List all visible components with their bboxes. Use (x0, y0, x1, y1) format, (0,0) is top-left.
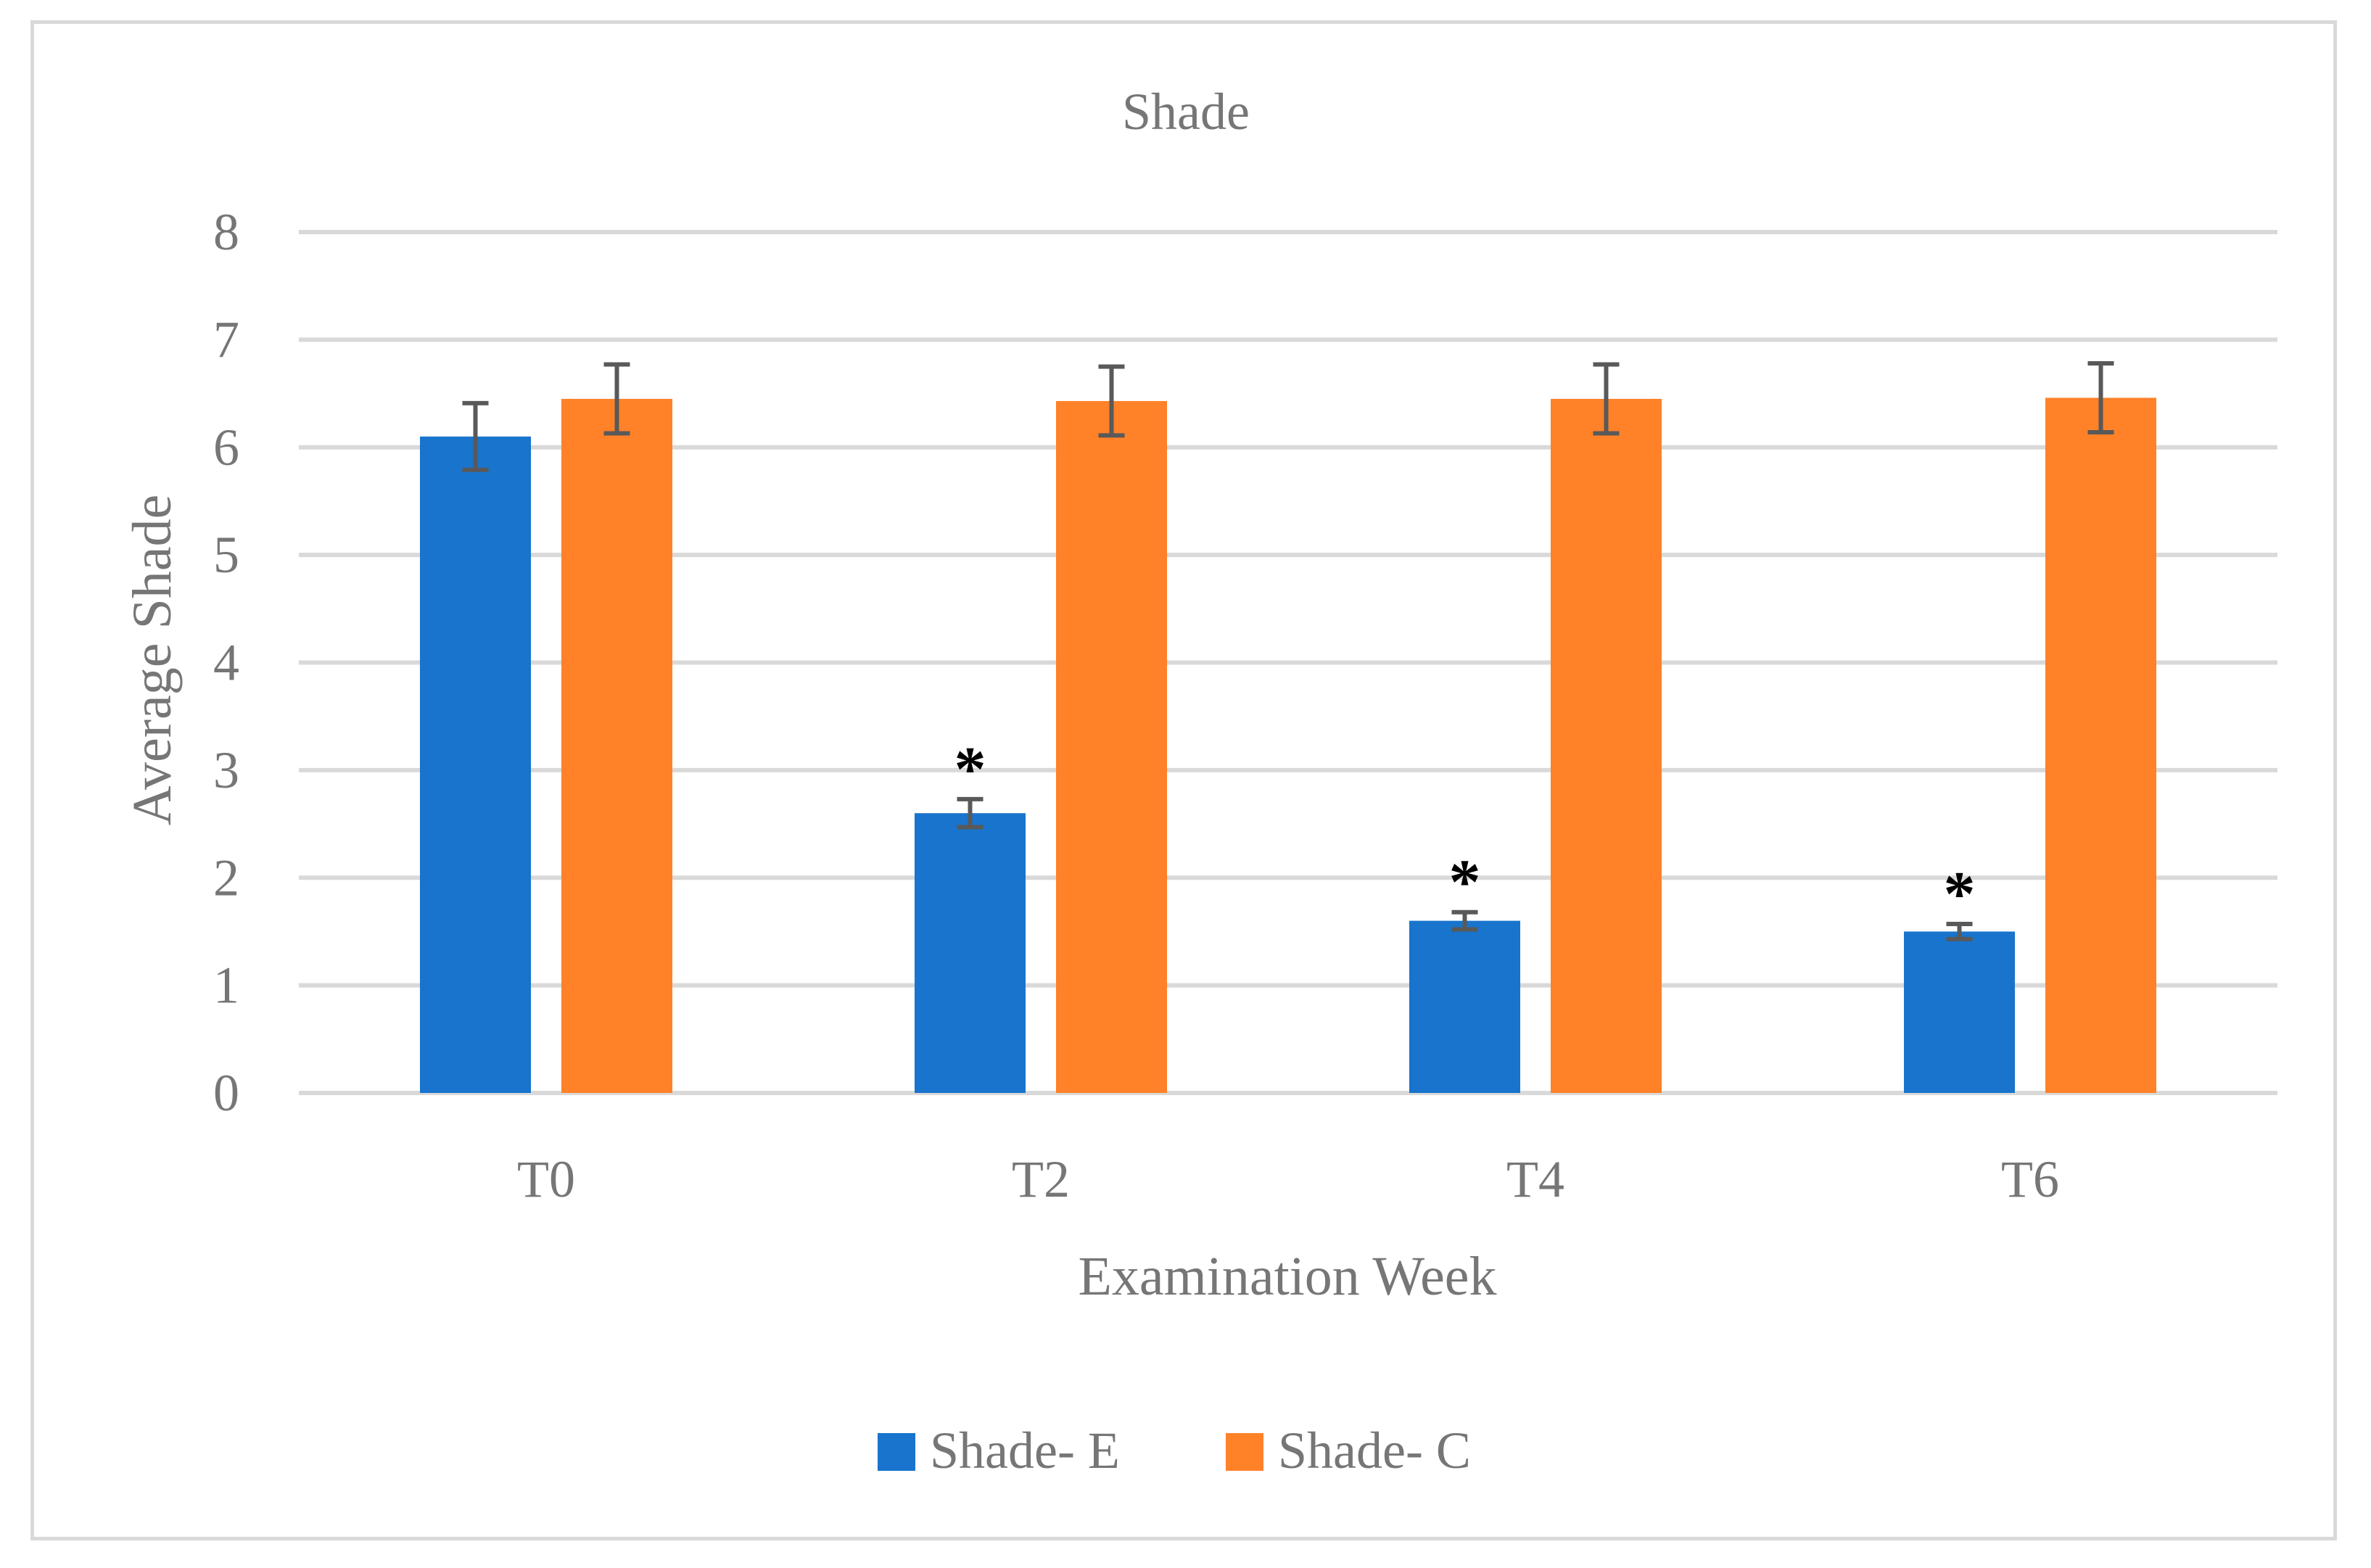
y-tick-label: 6 (213, 418, 239, 476)
bar (915, 813, 1026, 1093)
bar (1904, 931, 2015, 1093)
significance-marker: * (1449, 848, 1481, 918)
y-tick-label: 1 (213, 957, 239, 1015)
y-tick-label: 7 (213, 310, 239, 368)
x-axis-label: Examination Week (1078, 1246, 1496, 1307)
significance-marker: * (954, 735, 986, 805)
bar (2045, 397, 2156, 1093)
y-axis-ticks: 0 1 2 3 4 5 6 7 8 (213, 203, 239, 1122)
legend-swatch (1226, 1433, 1263, 1471)
legend-label: Shade- C (1278, 1421, 1471, 1480)
bar (1551, 398, 1662, 1093)
y-tick-label: 3 (213, 741, 239, 799)
x-tick-label: T2 (1012, 1150, 1070, 1208)
bar (420, 436, 531, 1093)
significance-marker: * (1944, 859, 1976, 930)
y-tick-label: 2 (213, 849, 239, 907)
y-axis-label: Average Shade (122, 495, 183, 825)
bar (1409, 920, 1520, 1093)
y-tick-label: 0 (213, 1064, 239, 1122)
x-tick-label: T0 (517, 1150, 575, 1208)
x-tick-label: T4 (1506, 1150, 1564, 1208)
bar (1056, 400, 1167, 1093)
chart-title: Shade (1122, 83, 1250, 141)
y-tick-label: 4 (213, 634, 239, 692)
chart-frame (30, 20, 2337, 1540)
x-tick-label: T6 (2001, 1150, 2059, 1208)
legend-swatch (878, 1433, 915, 1471)
bars: * * * (420, 361, 2156, 1093)
x-axis-ticks: T0 T2 T4 T6 (517, 1150, 2059, 1208)
y-tick-label: 8 (213, 203, 239, 261)
legend-label: Shade- E (930, 1421, 1120, 1480)
legend: Shade- E Shade- C (878, 1421, 1471, 1480)
bar (561, 398, 672, 1093)
y-tick-label: 5 (213, 526, 239, 584)
